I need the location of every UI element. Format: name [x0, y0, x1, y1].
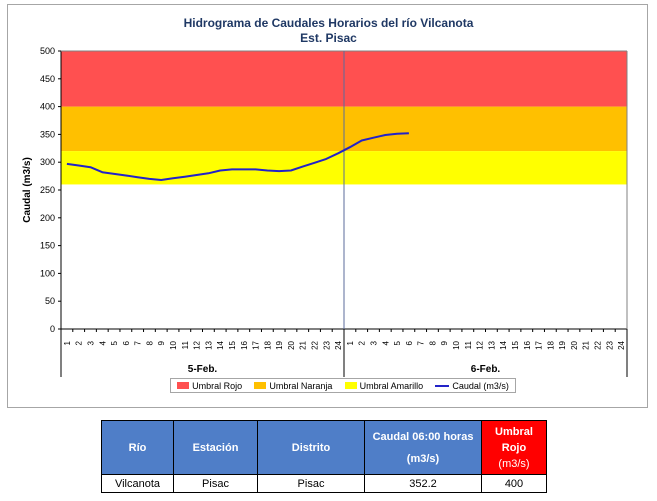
legend-item-caudal: Caudal (m3/s) [435, 381, 509, 391]
table-header-row: Río Estación Distrito Caudal 06:00 horas… [101, 420, 547, 475]
x-tick-label: 4 [381, 340, 390, 345]
x-tick-label: 14 [216, 340, 225, 349]
legend-item-umbral-rojo: Umbral Rojo [177, 381, 242, 391]
legend-label: Caudal (m3/s) [452, 380, 509, 391]
legend-item-umbral-naranja: Umbral Naranja [254, 381, 332, 391]
x-tick-label: 18 [263, 340, 272, 349]
y-tick-label: 50 [45, 296, 55, 306]
day-label: 5-Feb. [188, 364, 218, 375]
x-tick-label: 23 [322, 340, 331, 349]
x-tick-label: 20 [287, 340, 296, 349]
x-tick-label: 15 [511, 340, 520, 349]
chart-title: Hidrograma de Caudales Horarios del río … [183, 16, 474, 30]
x-tick-label: 13 [487, 340, 496, 349]
x-tick-label: 10 [452, 340, 461, 349]
x-tick-label: 1 [346, 340, 355, 345]
y-tick-label: 450 [40, 74, 55, 84]
header-umbral-line3: (m3/s) [498, 457, 530, 470]
y-tick-label: 300 [40, 157, 55, 167]
header-estacion: Estación [173, 420, 258, 475]
legend-line-blue [435, 384, 450, 387]
header-rio: Río [101, 420, 174, 475]
x-tick-label: 4 [98, 340, 107, 345]
header-umbral-rojo: Umbral Rojo (m3/s) [481, 420, 547, 475]
x-tick-label: 21 [299, 340, 308, 349]
x-tick-label: 24 [334, 340, 343, 349]
chart-legend: Umbral Rojo Umbral Naranja Umbral Amaril… [170, 378, 516, 393]
x-tick-label: 7 [134, 340, 143, 345]
header-caudal: Caudal 06:00 horas (m3/s) [364, 420, 482, 475]
x-tick-label: 8 [145, 340, 154, 345]
cell-umbral: 400 [481, 474, 547, 493]
x-tick-label: 24 [617, 340, 626, 349]
x-tick-label: 22 [311, 340, 320, 349]
x-tick-label: 9 [157, 340, 166, 345]
x-tick-label: 23 [605, 340, 614, 349]
cell-estacion: Pisac [173, 474, 258, 493]
legend-item-umbral-amarillo: Umbral Amarillo [344, 380, 424, 391]
y-tick-label: 250 [40, 185, 55, 195]
legend-label: Umbral Amarillo [359, 380, 424, 391]
x-tick-label: 6 [122, 340, 131, 345]
x-tick-label: 12 [193, 340, 202, 349]
cell-caudal: 352.2 [364, 474, 482, 493]
x-tick-label: 22 [594, 340, 603, 349]
legend-swatch-yellow [344, 382, 357, 389]
x-tick-label: 3 [86, 340, 95, 345]
x-tick-label: 5 [393, 340, 402, 345]
legend-swatch-red [177, 382, 190, 389]
x-tick-label: 20 [570, 340, 579, 349]
y-tick-label: 350 [40, 129, 55, 139]
x-tick-label: 5 [110, 340, 119, 345]
x-tick-label: 16 [523, 340, 532, 349]
y-tick-label: 150 [40, 241, 55, 251]
x-tick-label: 1 [63, 340, 72, 345]
legend-label: Umbral Rojo [192, 380, 243, 391]
day-label: 6-Feb. [471, 364, 501, 375]
cell-distrito: Pisac [257, 474, 365, 493]
x-tick-label: 18 [546, 340, 555, 349]
header-distrito: Distrito [257, 420, 365, 475]
y-tick-label: 100 [40, 268, 55, 278]
x-tick-label: 6 [405, 340, 414, 345]
x-tick-label: 17 [252, 340, 261, 349]
x-tick-label: 12 [476, 340, 485, 349]
x-tick-label: 2 [75, 340, 84, 345]
legend-swatch-orange [254, 382, 267, 389]
x-tick-label: 11 [181, 340, 190, 349]
x-tick-label: 10 [169, 340, 178, 349]
series-line-caudal [66, 132, 409, 181]
header-umbral-line1: Umbral [495, 425, 533, 438]
x-tick-label: 8 [428, 340, 437, 345]
x-tick-label: 13 [204, 340, 213, 349]
y-tick-label: 500 [40, 46, 55, 56]
table-row: Vilcanota Pisac Pisac 352.2 400 [101, 474, 547, 493]
header-caudal-line1: Caudal 06:00 horas [372, 430, 474, 443]
y-tick-label: 0 [50, 324, 55, 334]
chart-subtitle: Est. Pisac [300, 31, 357, 45]
x-tick-label: 9 [440, 340, 449, 345]
header-caudal-line2: (m3/s) [406, 452, 440, 465]
x-tick-label: 2 [358, 340, 367, 345]
x-tick-label: 7 [417, 340, 426, 345]
y-tick-label: 400 [40, 102, 55, 112]
cell-rio: Vilcanota [101, 474, 174, 493]
x-tick-label: 16 [240, 340, 249, 349]
x-tick-label: 19 [275, 340, 284, 349]
x-tick-label: 14 [499, 340, 508, 349]
legend-label: Umbral Naranja [269, 380, 333, 391]
hydrograph-plot: 0 50 100 150 200 250 300 350 400 450 500 Caudal (m3… [22, 46, 628, 377]
y-axis-label: Caudal (m3/s) [22, 157, 33, 223]
x-tick-label: 11 [464, 340, 473, 349]
header-umbral-line2: Rojo [501, 441, 527, 454]
x-tick-label: 15 [228, 340, 237, 349]
x-tick-label: 17 [535, 340, 544, 349]
x-tick-label: 19 [558, 340, 567, 349]
x-tick-label: 3 [369, 340, 378, 345]
summary-table: Río Estación Distrito Caudal 06:00 horas… [101, 420, 547, 493]
y-tick-label: 200 [40, 213, 55, 223]
x-tick-label: 21 [582, 340, 591, 349]
